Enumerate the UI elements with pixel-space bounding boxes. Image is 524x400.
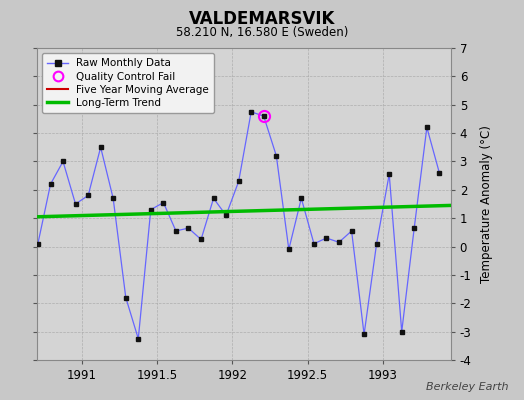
Y-axis label: Temperature Anomaly (°C): Temperature Anomaly (°C) [480,125,493,283]
Legend: Raw Monthly Data, Quality Control Fail, Five Year Moving Average, Long-Term Tren: Raw Monthly Data, Quality Control Fail, … [42,53,214,113]
Text: VALDEMARSVIK: VALDEMARSVIK [189,10,335,28]
Text: 58.210 N, 16.580 E (Sweden): 58.210 N, 16.580 E (Sweden) [176,26,348,39]
Text: Berkeley Earth: Berkeley Earth [426,382,508,392]
